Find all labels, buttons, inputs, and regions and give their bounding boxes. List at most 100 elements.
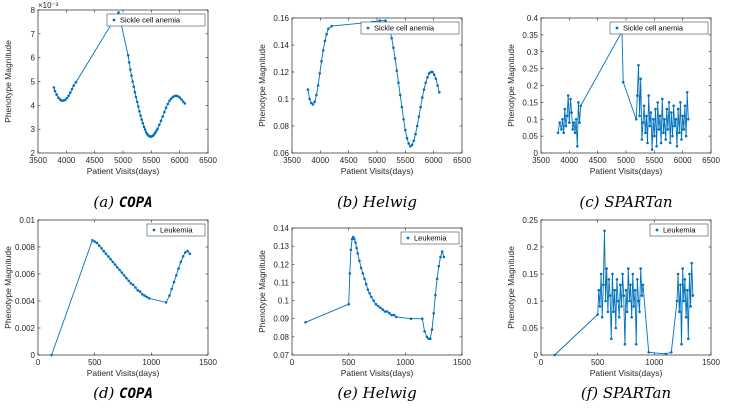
legend-marker [152, 228, 156, 232]
data-point [440, 250, 444, 253]
x-tick-label: 1000 [396, 358, 414, 367]
legend-marker [615, 26, 619, 30]
data-point [642, 104, 646, 108]
data-point [100, 247, 103, 250]
y-tick-label: 0.3 [527, 48, 539, 57]
x-tick-label: 5500 [645, 156, 663, 165]
data-point [131, 283, 135, 287]
data-point [353, 237, 356, 241]
data-point [107, 255, 110, 258]
data-point [579, 104, 582, 108]
data-point [571, 128, 574, 131]
data-point [126, 54, 130, 57]
data-point [175, 274, 178, 277]
data-point [576, 145, 579, 148]
data-point [161, 115, 164, 118]
legend-box [146, 223, 206, 237]
data-point [117, 11, 120, 14]
axes-box [291, 227, 463, 356]
data-point [621, 80, 625, 84]
legend-marker [366, 26, 370, 30]
data-point [628, 299, 631, 303]
y-tick-label: 0.15 [522, 98, 538, 107]
data-point [683, 104, 687, 108]
x-axis-label: Patient Visits(days) [87, 368, 160, 378]
data-point [563, 107, 567, 111]
data-point [138, 110, 141, 113]
data-point [684, 315, 688, 319]
y-tick-label: 0.1 [278, 297, 290, 306]
data-point [598, 305, 602, 308]
data-point [434, 293, 437, 297]
data-point [435, 277, 439, 281]
data-point [366, 288, 370, 292]
x-axis-label: Patient Visits(days) [590, 166, 663, 176]
data-point [381, 308, 385, 311]
data-point [619, 283, 622, 287]
legend-box [400, 231, 460, 245]
data-point [93, 240, 96, 243]
data-point [69, 91, 72, 94]
x-tick-label: 5000 [114, 156, 132, 165]
caption-method: Helwig [362, 193, 417, 211]
data-point [570, 111, 573, 114]
data-point [57, 96, 60, 99]
data-point [638, 310, 641, 314]
data-point [323, 39, 327, 43]
data-point [63, 98, 67, 102]
y-axis-label: Phenotype Magnitude [3, 40, 13, 123]
data-point [613, 288, 616, 292]
data-point [65, 96, 69, 100]
data-point [304, 321, 307, 324]
data-point [434, 77, 438, 81]
data-point [574, 118, 578, 121]
data-point [649, 111, 653, 114]
data-point [569, 97, 572, 101]
data-point [560, 128, 563, 131]
caption-method: COPA [119, 195, 153, 211]
data-point [170, 287, 173, 291]
y-tick-label: 0.12 [273, 260, 289, 269]
data-point [325, 32, 328, 36]
data-point [648, 124, 652, 128]
data-point [646, 141, 649, 145]
data-point [127, 61, 131, 64]
data-point [664, 352, 667, 356]
y-tick-label: 0.14 [273, 224, 289, 233]
y-tick-label: 0.008 [15, 243, 36, 252]
y-tick-label: 0.1 [278, 95, 290, 104]
subplot-d: 0 500 1000 1500 0 0.002 0.004 0.006 0.008 0.01 Pat… [3, 216, 217, 402]
data-point [566, 94, 570, 97]
data-point [681, 114, 684, 118]
x-tick-label: 1500 [199, 358, 217, 367]
y-tick-label: 0.05 [522, 132, 538, 141]
data-point [572, 121, 576, 124]
data-point [315, 93, 318, 97]
data-point [156, 127, 159, 130]
data-point [383, 310, 387, 313]
data-point [637, 299, 640, 303]
data-point [52, 86, 56, 89]
y-tick-label: 0.006 [15, 270, 36, 279]
y-tick-label: 0.12 [273, 68, 289, 77]
data-point [179, 260, 183, 264]
y-tick-label: 5 [31, 78, 36, 87]
data-point [410, 143, 414, 147]
y-axis-label: Phenotype Magnitude [506, 246, 516, 329]
data-point [143, 128, 147, 131]
y-tick-label: 0.08 [273, 333, 289, 342]
data-point [685, 91, 689, 94]
data-point [388, 312, 391, 315]
data-point [682, 128, 686, 131]
data-point [118, 268, 121, 272]
x-tick-label: 0 [36, 358, 41, 367]
data-point [689, 305, 692, 308]
data-point [615, 278, 619, 281]
data-point [634, 118, 638, 121]
data-point [393, 57, 397, 60]
data-point [617, 315, 621, 319]
y-tick-label: 0.15 [522, 270, 538, 279]
data-point [672, 104, 675, 108]
data-point [578, 121, 581, 124]
x-tick-label: 500 [591, 358, 605, 367]
